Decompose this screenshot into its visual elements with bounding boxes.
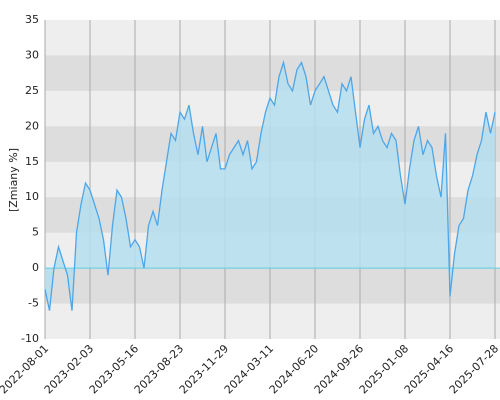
y-tick-label: 20 — [25, 119, 39, 132]
y-tick-label: 30 — [25, 48, 39, 61]
area — [45, 62, 495, 311]
y-tick-label: 5 — [32, 226, 39, 239]
y-tick-label: -5 — [28, 297, 39, 310]
y-tick-label: -10 — [21, 332, 39, 345]
line — [44, 59, 496, 311]
y-tick-label: 10 — [25, 190, 39, 203]
y-tick-label: 0 — [32, 261, 39, 274]
y-axis-label: [Zmiany %] — [7, 148, 20, 212]
y-tick-label: 25 — [25, 84, 39, 97]
grid-band — [45, 55, 500, 91]
y-tick-label: 15 — [25, 155, 39, 168]
grid-band — [45, 268, 500, 304]
y-tick-label: 35 — [25, 13, 39, 26]
